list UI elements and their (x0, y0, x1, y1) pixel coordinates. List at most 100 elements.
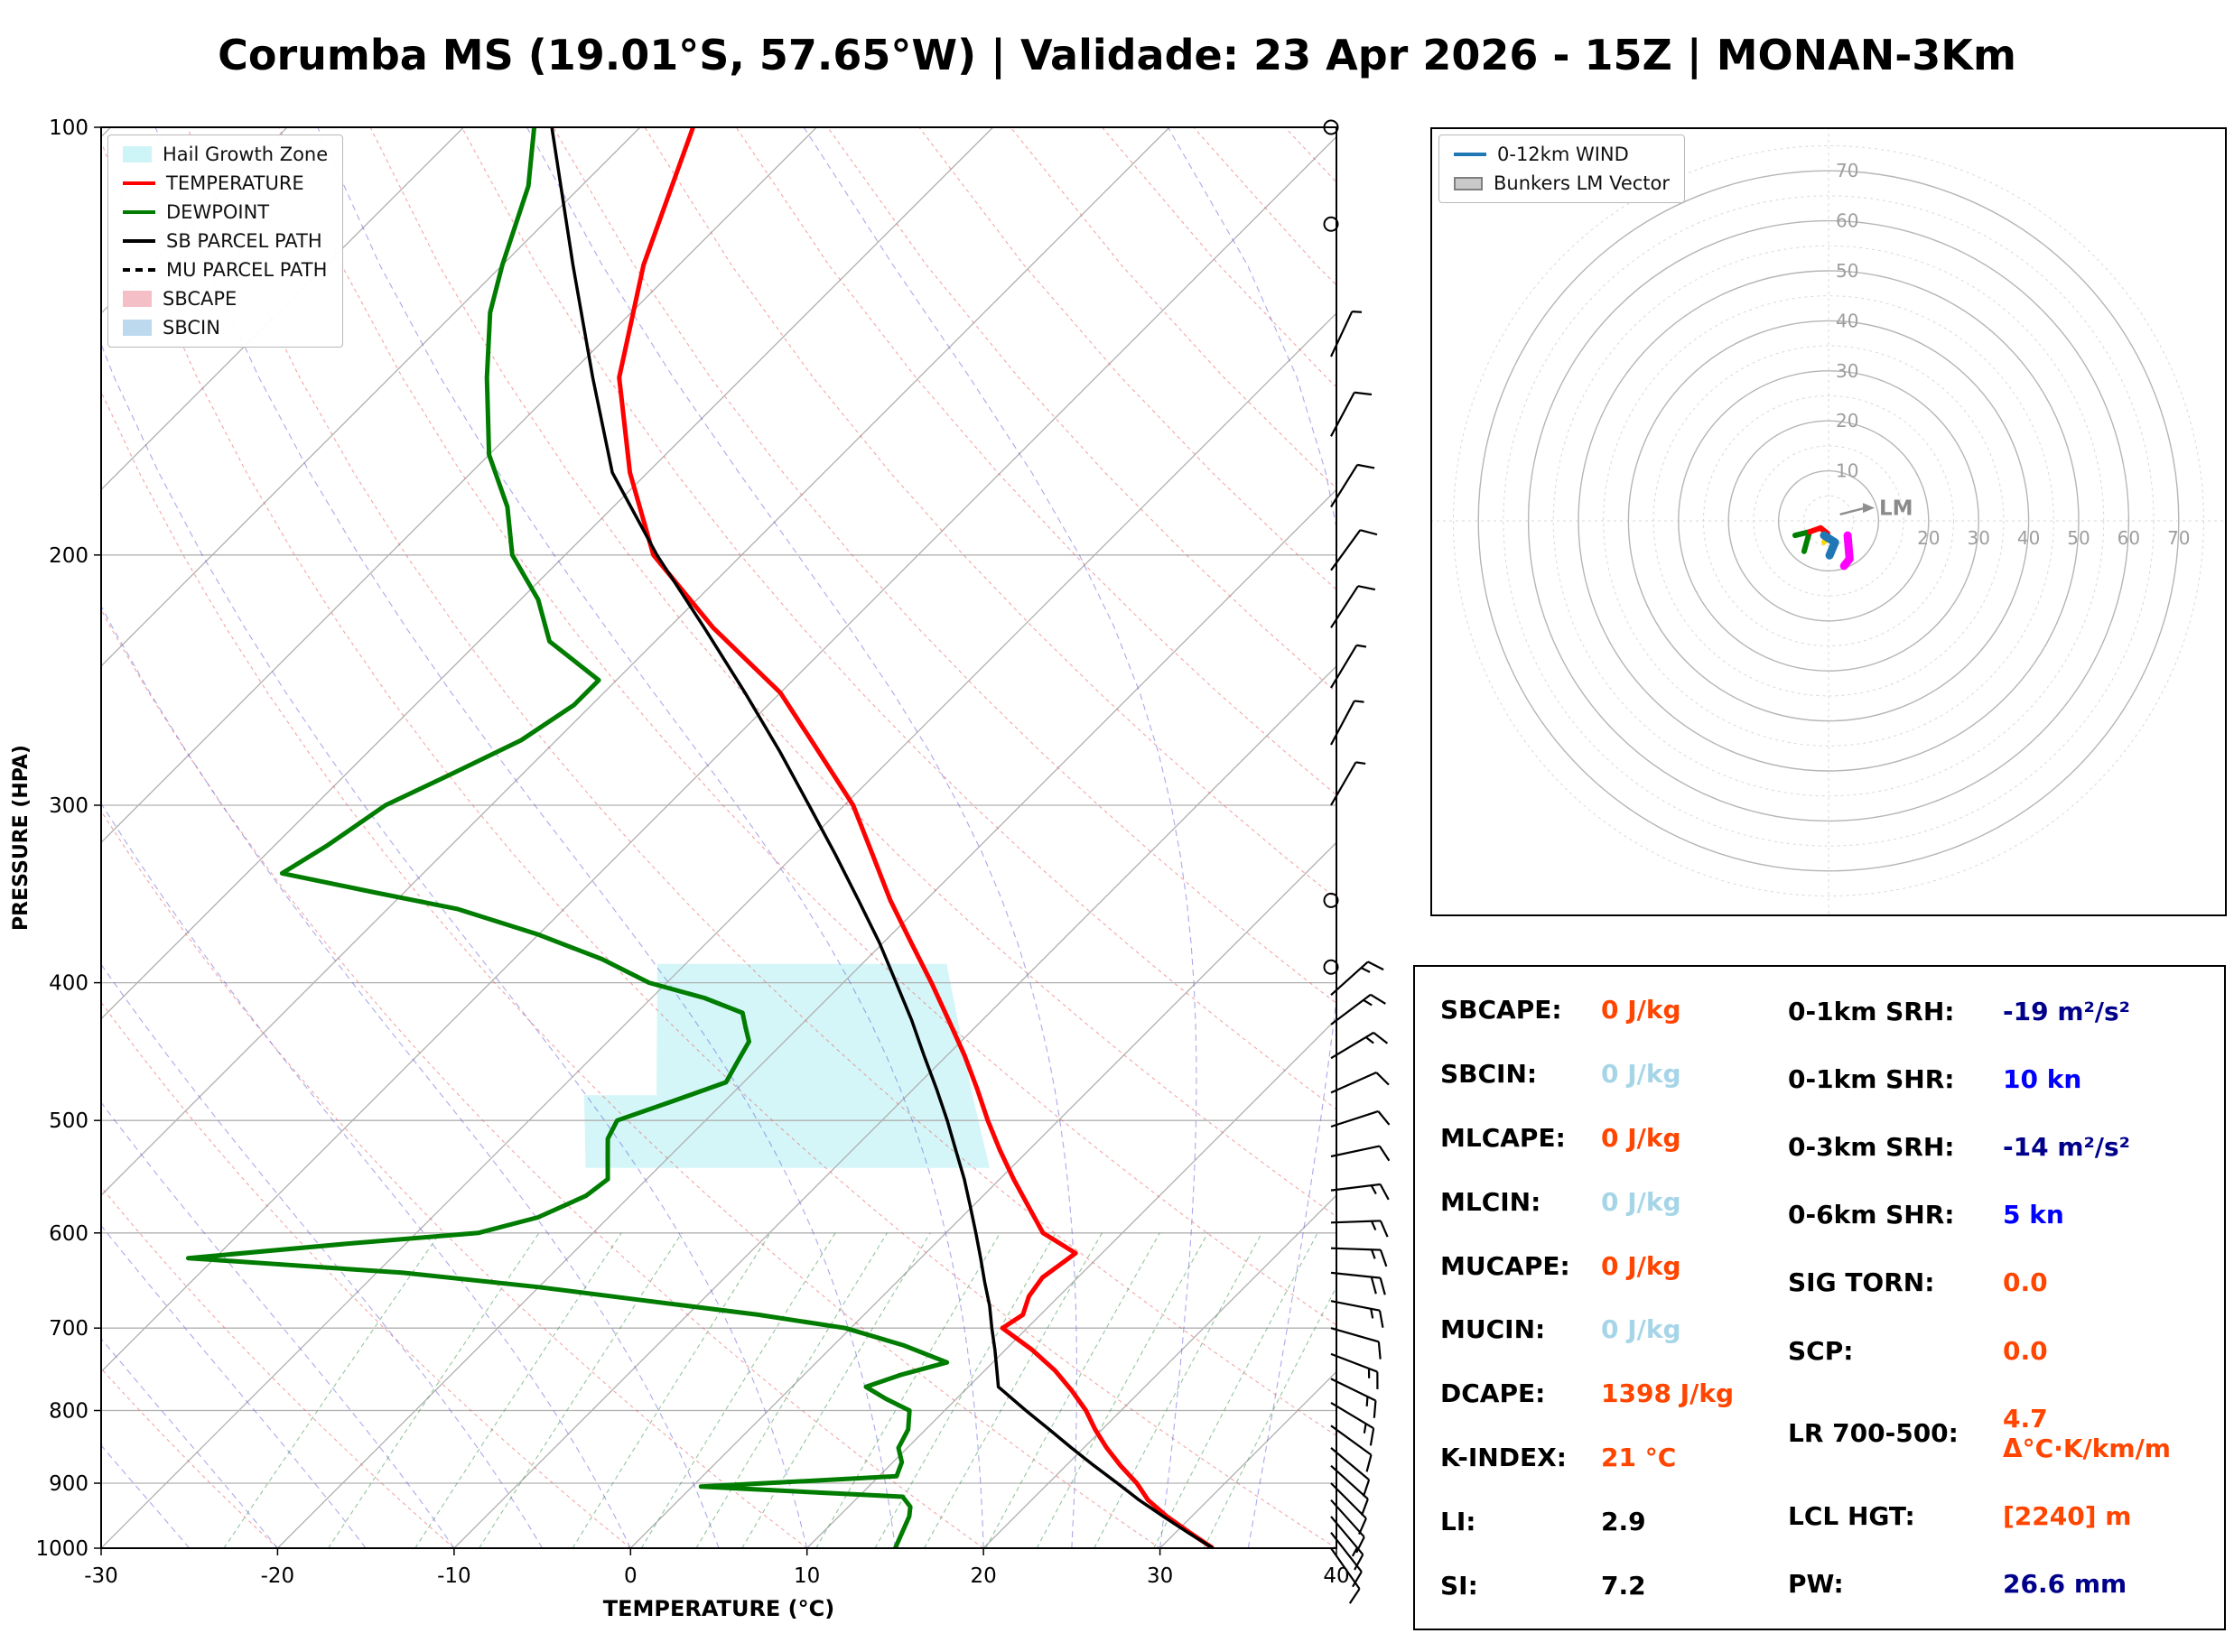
legend-label: DEWPOINT (166, 201, 270, 223)
svg-text:50: 50 (2067, 527, 2090, 549)
stat-value: 10 kn (2003, 1064, 2082, 1095)
wind-barb-icon (1330, 761, 1366, 806)
stat-label: 0-6km SHR: (1788, 1200, 1955, 1230)
wind-barb-icon (1330, 1247, 1388, 1267)
wind-barb-icon (1330, 585, 1376, 628)
stat-row-sbcape: SBCAPE: 0 J/kg (1440, 995, 1788, 1025)
svg-text:200: 200 (49, 544, 88, 568)
svg-text:70: 70 (2167, 527, 2190, 549)
calm-wind-icon (1323, 119, 1339, 135)
legend-label: MU PARCEL PATH (166, 259, 328, 281)
wind-barbs (1323, 119, 1391, 1604)
wind-barb-icon (1330, 391, 1373, 437)
temperature-axis-label: TEMPERATURE (°C) (603, 1596, 834, 1621)
legend-swatch-icon (1454, 153, 1486, 156)
svg-text:500: 500 (49, 1109, 88, 1133)
svg-text:60: 60 (1836, 210, 1858, 232)
wind-barb-icon (1330, 1145, 1391, 1162)
stat-label: PW: (1788, 1568, 1844, 1599)
dewpoint-curve (186, 127, 950, 1548)
wind-barb-icon (1330, 311, 1363, 357)
calm-wind-icon (1323, 892, 1339, 908)
wind-barb-icon (1330, 1183, 1390, 1201)
stat-label: MUCAPE: (1440, 1250, 1570, 1281)
stat-value: 1398 J/kg (1601, 1378, 1734, 1409)
stat-label: LI: (1440, 1507, 1476, 1537)
svg-text:20: 20 (1836, 410, 1858, 432)
isotherm-gridlines (101, 127, 1336, 1548)
stat-label: SCP: (1788, 1335, 1854, 1366)
stat-row-mlcin: MLCIN: 0 J/kg (1440, 1187, 1788, 1217)
wind-barb-icon (1330, 1072, 1390, 1094)
wind-barb-icon (1330, 1300, 1384, 1328)
stat-row-lr-700-500: LR 700-500: 4.7 Δ°C·K/km/m (1788, 1404, 2215, 1463)
stat-label: SIG TORN: (1788, 1267, 1935, 1298)
stat-row-mucape: MUCAPE: 0 J/kg (1440, 1251, 1788, 1281)
stat-row-sig-torn: SIG TORN: 0.0 (1788, 1267, 2215, 1297)
legend-item: TEMPERATURE (123, 172, 328, 194)
stat-row-mucin: MUCIN: 0 J/kg (1440, 1314, 1788, 1344)
stat-label: MLCAPE: (1440, 1122, 1566, 1153)
stat-value: 0 J/kg (1601, 1314, 1681, 1345)
svg-text:10: 10 (1836, 460, 1858, 482)
svg-text:40: 40 (2017, 527, 2040, 549)
stat-row-sbcin: SBCIN: 0 J/kg (1440, 1059, 1788, 1089)
stat-row-0-1km-srh: 0-1km SRH: -19 m²/s² (1788, 997, 2215, 1026)
stat-value: 0 J/kg (1601, 1186, 1681, 1217)
stat-row-si: SI: 7.2 (1440, 1571, 1788, 1601)
svg-text:300: 300 (49, 794, 88, 818)
legend-label: Hail Growth Zone (163, 144, 329, 165)
legend-item: DEWPOINT (123, 201, 328, 223)
stat-value: 0 J/kg (1601, 994, 1681, 1025)
wind-barb-icon (1330, 529, 1378, 571)
wind-barb-icon (1330, 1327, 1382, 1360)
stat-value: 26.6 mm (2003, 1568, 2127, 1599)
stat-row-mlcape: MLCAPE: 0 J/kg (1440, 1123, 1788, 1153)
page-title: Corumba MS (19.01°S, 57.65°W) | Validade… (218, 31, 2016, 79)
svg-text:900: 900 (49, 1472, 88, 1496)
svg-text:20: 20 (1917, 527, 1940, 549)
stat-row-0-1km-shr: 0-1km SHR: 10 kn (1788, 1064, 2215, 1094)
legend-swatch-icon (1454, 176, 1483, 190)
stat-value: 0 J/kg (1601, 1058, 1681, 1089)
legend-item: SB PARCEL PATH (123, 230, 328, 252)
stat-value: 0.0 (2003, 1267, 2048, 1298)
legend-label: TEMPERATURE (166, 172, 304, 194)
stats-right-column: 0-1km SRH: -19 m²/s² 0-1km SHR: 10 kn 0-3km … (1788, 978, 2215, 1618)
wind-barb-icon (1330, 1401, 1375, 1446)
stat-label: LCL HGT: (1788, 1500, 1915, 1531)
legend-swatch-icon (123, 320, 152, 336)
svg-text:-10: -10 (437, 1564, 471, 1588)
bunkers-lm-vector: LM (1839, 497, 1913, 521)
stat-row-li: LI: 2.9 (1440, 1507, 1788, 1536)
svg-text:400: 400 (49, 972, 88, 996)
legend-label: 0-12km WIND (1497, 144, 1629, 165)
stat-label: 0-3km SRH: (1788, 1132, 1955, 1163)
legend-item: 0-12km WIND (1454, 144, 1670, 165)
calm-wind-icon (1323, 959, 1339, 975)
svg-text:-30: -30 (84, 1564, 118, 1588)
wind-barb-icon (1330, 1447, 1371, 1497)
dry-adiabats (101, 127, 1336, 1548)
wind-barb-icon (1330, 1425, 1373, 1472)
hodograph-frame (1430, 127, 2227, 916)
stat-value: 0 J/kg (1601, 1250, 1681, 1281)
stat-value: 0.0 (2003, 1335, 2048, 1366)
wind-barb-icon (1330, 644, 1367, 689)
svg-text:30: 30 (1967, 527, 1989, 549)
wind-barb-icon (1330, 993, 1386, 1026)
legend-label: Bunkers LM Vector (1494, 172, 1671, 194)
svg-text:50: 50 (1836, 260, 1858, 282)
skewt-frame (100, 126, 1337, 1549)
hodograph: 10 20 30 40 50 60 70 20 30 40 50 60 70 LM (1430, 127, 2227, 916)
stat-value: 7.2 (1601, 1570, 1646, 1601)
stat-label: 0-1km SRH: (1788, 997, 1955, 1027)
svg-text:100: 100 (49, 116, 88, 140)
svg-text:1000: 1000 (35, 1537, 88, 1561)
legend-swatch-icon (123, 268, 155, 272)
stat-label: K-INDEX: (1440, 1443, 1567, 1473)
stat-row-0-6km-shr: 0-6km SHR: 5 kn (1788, 1200, 2215, 1230)
stat-row-pw: PW: 26.6 mm (1788, 1569, 2215, 1599)
